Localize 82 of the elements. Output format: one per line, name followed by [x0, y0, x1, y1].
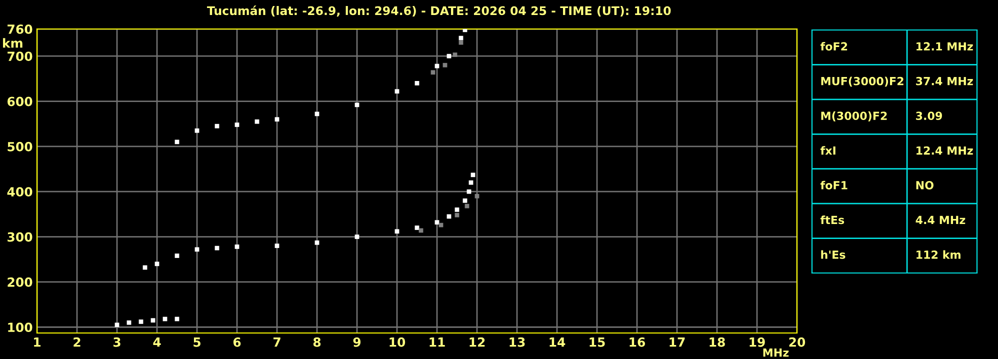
x-tick-label: 13 [510, 337, 525, 347]
x-tick-label: 20 [789, 337, 806, 347]
x-tick-label: 14 [550, 338, 566, 347]
x-tick-label: 17 [670, 338, 685, 347]
point [430, 70, 436, 75]
x-tick-label: 11 [430, 338, 445, 347]
text: ftEs [820, 216, 844, 224]
point [126, 320, 132, 325]
text: 4.4 MHz [916, 216, 966, 224]
point [468, 180, 474, 185]
point [274, 244, 280, 248]
x-tick-label: 6 [233, 337, 241, 347]
point [414, 226, 420, 230]
point [174, 254, 180, 258]
x-tick-label: 19 [750, 337, 765, 347]
y-tick-label: 100 [8, 322, 32, 332]
point [414, 81, 420, 86]
x-tick-label: 18 [710, 337, 725, 347]
y-tick-label: 600 [8, 96, 32, 106]
point [154, 262, 160, 266]
point [434, 220, 440, 225]
x-tick-label: 8 [313, 337, 321, 347]
point [466, 189, 472, 194]
text: MUF(3000)F2 [821, 76, 904, 87]
x-tick-label: 3 [113, 337, 120, 347]
point [214, 124, 220, 128]
point [394, 229, 400, 234]
point [394, 89, 400, 94]
text: foF1 [820, 180, 848, 190]
point [234, 122, 240, 127]
point [442, 62, 448, 68]
text: 12.1 MHz [916, 42, 973, 50]
x-tick-label: 10 [390, 337, 406, 347]
y-tick-label: 500 [8, 142, 32, 152]
point [452, 52, 458, 57]
text: M(3000)F2 [821, 111, 887, 122]
point [354, 102, 360, 108]
chart-title: Tucumán (lat: -26.9, lon: 294.6) - DATE: 2026 04 25 - TIME (UT): 19:10 [207, 6, 671, 17]
y-tick-label: 760 [8, 24, 32, 34]
x-tick-label: 9 [353, 337, 361, 347]
text: h'Es [821, 250, 846, 259]
point [462, 198, 468, 203]
x-tick-label: 5 [194, 338, 200, 347]
point [214, 246, 220, 250]
text: 12.4 MHz [916, 146, 973, 155]
point [454, 212, 460, 218]
point [254, 119, 260, 124]
point [194, 247, 200, 252]
y-tick-label: 200 [8, 277, 32, 287]
point [454, 207, 460, 212]
text: 37.4 MHz [916, 76, 973, 86]
y-tick-label: 400 [7, 187, 32, 197]
y-tick-label: 300 [8, 232, 32, 242]
point [138, 320, 144, 324]
text: foF2 [820, 42, 848, 51]
point [194, 128, 200, 133]
point [314, 240, 320, 245]
x-axis-title: MHz [763, 348, 789, 357]
point [464, 204, 470, 208]
x-tick-label: 7 [273, 338, 280, 347]
point [314, 112, 320, 116]
point [354, 234, 360, 239]
x-tick-label: 15 [590, 338, 605, 347]
x-tick-label: 2 [74, 337, 80, 347]
point [474, 194, 480, 198]
point [274, 117, 280, 122]
text: 3.09 [916, 112, 942, 120]
text: NO [916, 181, 934, 190]
y-tick-label: 700 [8, 52, 32, 62]
point [234, 244, 240, 249]
point [446, 54, 452, 58]
point [174, 140, 180, 144]
y-axis-title: km [3, 38, 22, 48]
x-tick-label: 12 [470, 337, 485, 347]
text: fxI [820, 146, 836, 155]
x-tick-label: 16 [630, 337, 646, 347]
x-tick-label: 4 [153, 338, 161, 347]
point [150, 318, 156, 323]
x-tick-label: 1 [34, 338, 40, 347]
point [114, 322, 120, 328]
point [470, 172, 476, 178]
text: 112 km [916, 250, 960, 259]
